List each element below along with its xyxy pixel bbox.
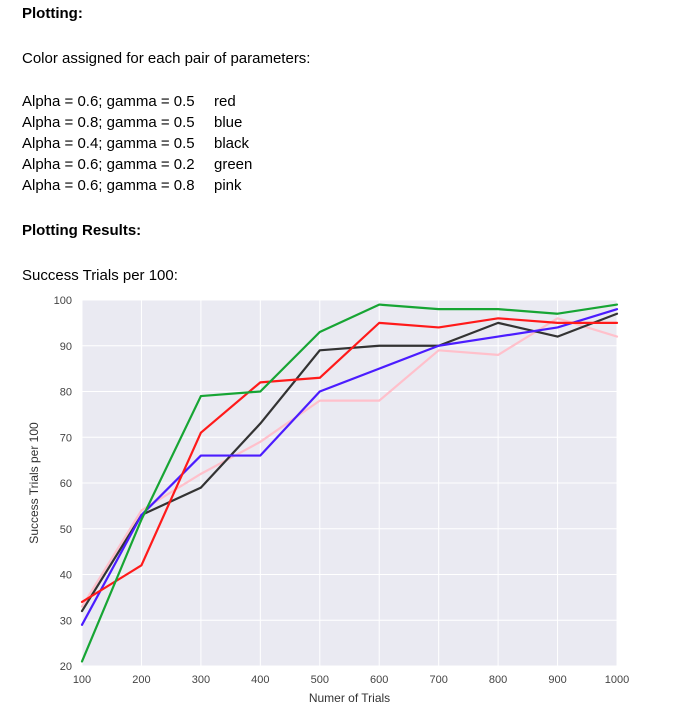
parameter-label: Alpha = 0.8; gamma = 0.5 xyxy=(22,114,195,131)
results-heading: Plotting Results: xyxy=(22,222,142,239)
y-tick-label: 100 xyxy=(54,295,72,307)
x-tick-label: 200 xyxy=(132,674,150,686)
x-tick-label: 600 xyxy=(370,674,388,686)
parameter-color-name: green xyxy=(214,156,253,173)
y-tick-label: 40 xyxy=(60,570,72,582)
tick-labels: 100 200 300 400 500 600 700 800 900 1000 20 30 40 50 6… xyxy=(54,295,630,686)
plotting-heading: Plotting: xyxy=(22,5,83,22)
y-tick-label: 70 xyxy=(60,432,72,444)
parameter-row: Alpha = 0.8; gamma = 0.5 blue xyxy=(22,114,242,131)
parameter-label: Alpha = 0.6; gamma = 0.2 xyxy=(22,156,195,173)
color-intro-text: Color assigned for each pair of paramete… xyxy=(22,50,311,67)
series-line-pink xyxy=(80,317,619,608)
y-tick-label: 80 xyxy=(60,387,72,399)
parameter-row: Alpha = 0.4; gamma = 0.5 black xyxy=(22,135,249,152)
parameter-color-name: black xyxy=(214,135,250,152)
chart-caption: Success Trials per 100: xyxy=(22,267,178,284)
series-lines xyxy=(80,303,619,663)
parameter-label: Alpha = 0.6; gamma = 0.5 xyxy=(22,93,195,110)
x-tick-label: 900 xyxy=(548,674,566,686)
y-tick-label: 20 xyxy=(60,661,72,673)
grid xyxy=(81,299,618,667)
x-tick-label: 300 xyxy=(192,674,210,686)
parameter-row: Alpha = 0.6; gamma = 0.8 pink xyxy=(22,177,242,194)
y-tick-label: 60 xyxy=(60,478,72,490)
parameter-color-name: blue xyxy=(214,114,243,131)
parameter-color-name: red xyxy=(214,93,236,110)
x-tick-label: 100 xyxy=(73,674,91,686)
parameter-label: Alpha = 0.6; gamma = 0.8 xyxy=(22,177,195,194)
y-tick-label: 90 xyxy=(60,341,72,353)
y-axis-title: Success Trials per 100 xyxy=(27,422,41,544)
y-tick-label: 50 xyxy=(60,524,72,536)
parameter-row: Alpha = 0.6; gamma = 0.2 green xyxy=(22,156,252,173)
parameter-label: Alpha = 0.4; gamma = 0.5 xyxy=(22,135,195,152)
x-tick-label: 500 xyxy=(311,674,329,686)
x-tick-label: 800 xyxy=(489,674,507,686)
series-line-blue xyxy=(80,308,619,626)
x-tick-label: 1000 xyxy=(605,674,629,686)
series-line-green xyxy=(80,303,619,663)
parameter-color-name: pink xyxy=(214,177,242,194)
series-line-red xyxy=(80,317,619,604)
x-tick-label: 700 xyxy=(429,674,447,686)
parameter-row: Alpha = 0.6; gamma = 0.5 red xyxy=(22,93,236,110)
x-axis-title: Numer of Trials xyxy=(309,691,390,705)
y-tick-label: 30 xyxy=(60,615,72,627)
x-tick-label: 400 xyxy=(251,674,269,686)
